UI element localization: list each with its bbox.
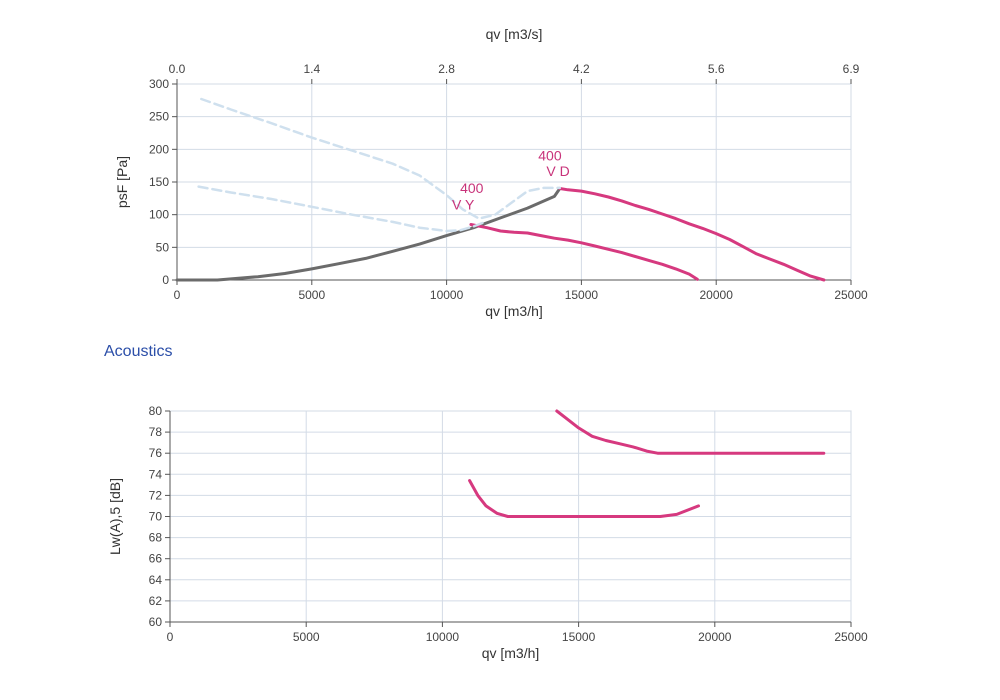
y-tick-label: 74: [149, 467, 163, 481]
y-tick-label: 64: [149, 573, 163, 587]
series-line-fan: [468, 479, 700, 518]
y-tick-label: 0: [162, 273, 169, 287]
curve-annotation: V Y: [452, 196, 475, 212]
x-tick-label: 10000: [426, 630, 460, 644]
x-axis-title: qv [m3/h]: [482, 645, 540, 661]
y-tick-label: 250: [149, 110, 169, 124]
y-axis-title: psF [Pa]: [114, 156, 130, 208]
x-tick-label: 20000: [700, 288, 734, 302]
x-tick-label: 15000: [565, 288, 599, 302]
y-tick-label: 66: [149, 552, 163, 566]
section-heading-acoustics[interactable]: Acoustics: [104, 343, 172, 360]
pressure-chart: 0 5000 10000 15000 20000 25000 0 50 100 150 200 250…: [114, 26, 868, 319]
series-line-system: [175, 187, 562, 282]
series-line-fan-faint: [197, 185, 489, 233]
series-line-fan: [469, 223, 699, 281]
y-tick-label: 62: [149, 594, 163, 608]
x-top-tick-label: 4.2: [573, 62, 590, 76]
acoustics-chart: 0 5000 10000 15000 20000 25000 60 62 64 66 68 70 72 7…: [107, 404, 868, 661]
y-tick-label: 68: [149, 531, 163, 545]
x-top-tick-label: 6.9: [843, 62, 860, 76]
curve-annotation: 400: [538, 147, 562, 163]
x-top-axis-title: qv [m3/s]: [486, 26, 543, 42]
curve-annotation: 400: [460, 180, 484, 196]
series-line-fan: [555, 409, 826, 455]
y-tick-label: 150: [149, 175, 169, 189]
y-tick-label: 100: [149, 208, 169, 222]
x-top-tick-label: 0.0: [169, 62, 186, 76]
x-top-tick-label: 2.8: [438, 62, 455, 76]
x-top-tick-label: 1.4: [303, 62, 320, 76]
y-axis-title: Lw(A),5 [dB]: [107, 478, 123, 555]
x-tick-label: 10000: [430, 288, 464, 302]
x-top-tick-label: 5.6: [708, 62, 725, 76]
y-tick-label: 78: [149, 425, 163, 439]
y-tick-label: 300: [149, 77, 169, 91]
x-tick-label: 5000: [293, 630, 320, 644]
y-tick-label: 200: [149, 142, 169, 156]
x-tick-label: 25000: [834, 288, 868, 302]
series-line-fan: [558, 187, 826, 282]
x-tick-label: 0: [174, 288, 181, 302]
x-tick-label: 0: [167, 630, 174, 644]
curve-annotation: V D: [546, 163, 569, 179]
series-line-fan-faint: [200, 97, 562, 220]
x-tick-label: 5000: [298, 288, 325, 302]
x-tick-label: 25000: [834, 630, 868, 644]
x-tick-label: 20000: [698, 630, 732, 644]
y-tick-label: 50: [156, 240, 170, 254]
y-tick-label: 80: [149, 404, 163, 418]
x-axis-title: qv [m3/h]: [485, 303, 543, 319]
y-tick-label: 72: [149, 488, 163, 502]
y-tick-label: 76: [149, 446, 163, 460]
y-tick-label: 70: [149, 510, 163, 524]
x-tick-label: 15000: [562, 630, 596, 644]
y-tick-label: 60: [149, 615, 163, 629]
